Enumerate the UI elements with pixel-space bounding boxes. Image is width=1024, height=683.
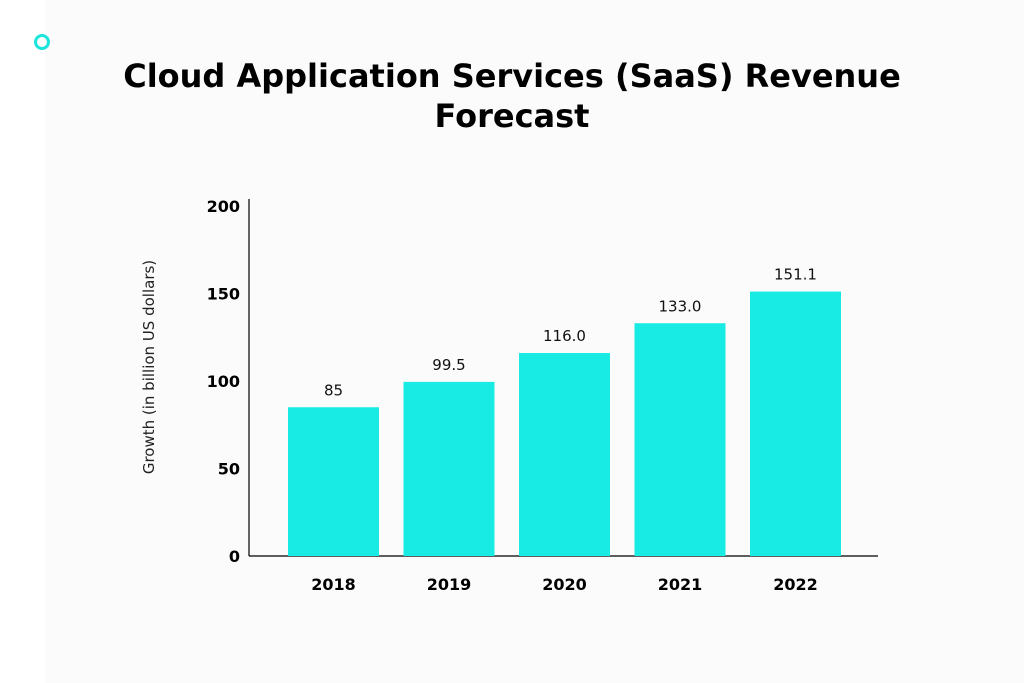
y-tick-label: 50 (218, 460, 240, 479)
x-tick-label: 2018 (311, 575, 356, 594)
x-tick-label: 2020 (542, 575, 587, 594)
y-axis-label: Growth (in billion US dollars) (140, 260, 158, 474)
chart-background (45, 0, 1024, 683)
x-tick-label: 2021 (658, 575, 703, 594)
y-tick-label: 0 (229, 547, 240, 566)
chart-title-line-2: Forecast (434, 97, 590, 135)
data-label: 85 (324, 381, 343, 399)
y-tick-label: 100 (207, 372, 240, 391)
bar-2019 (403, 381, 495, 556)
chart-title-line-1: Cloud Application Services (SaaS) Revenu… (123, 57, 901, 95)
data-label: 133.0 (659, 297, 702, 315)
data-label: 151.1 (774, 266, 817, 284)
circle-decoration-icon (34, 34, 50, 50)
bar-2020 (519, 353, 610, 556)
y-tick-label: 200 (207, 197, 240, 216)
x-tick-label: 2022 (773, 575, 818, 594)
bar-2018 (288, 407, 379, 556)
y-tick-label: 150 (207, 285, 240, 304)
bar-2021 (634, 323, 726, 556)
x-tick-label: 2019 (427, 575, 472, 594)
data-label: 99.5 (432, 356, 465, 374)
data-label: 116.0 (543, 327, 586, 345)
chart-title: Cloud Application Services (SaaS) Revenu… (0, 56, 1024, 136)
bar-2022 (750, 291, 841, 556)
